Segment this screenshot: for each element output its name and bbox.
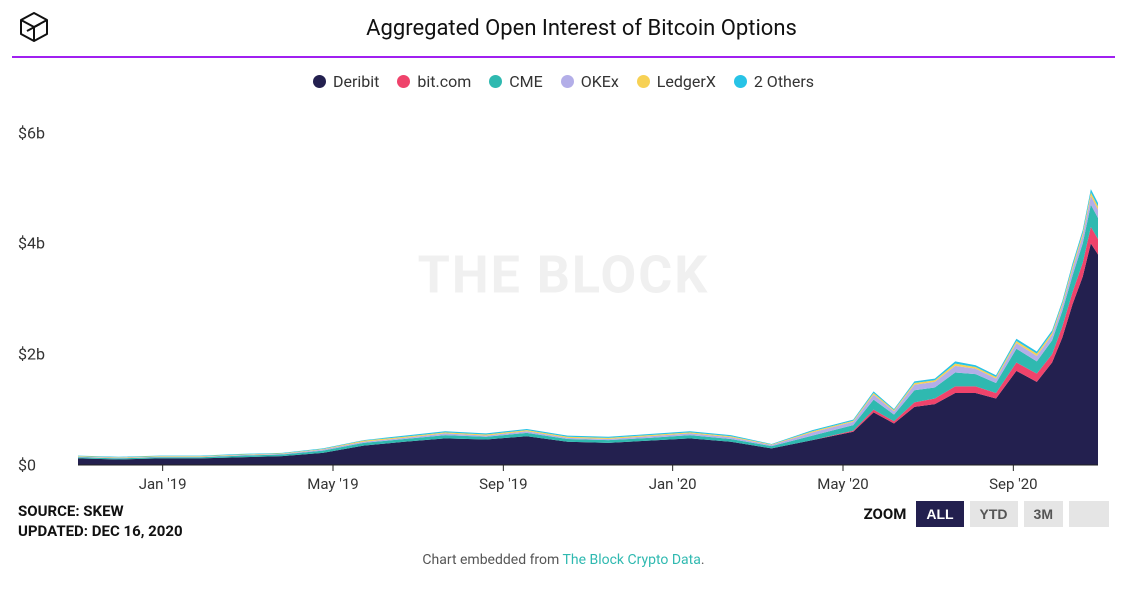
chart-legend: Deribit bit.com CME OKEx LedgerX 2 Others	[0, 58, 1127, 101]
legend-swatch	[734, 75, 747, 88]
y-axis-label: $6b	[18, 123, 45, 142]
source-label: SOURCE:	[18, 502, 80, 520]
zoom-controls: ZOOM ALL YTD3M	[864, 501, 1109, 527]
source-attribution: SOURCE: SKEW UPDATED: DEC 16, 2020	[18, 501, 183, 542]
zoom-button-all[interactable]: ALL	[916, 501, 963, 527]
legend-item[interactable]: LedgerX	[637, 72, 716, 91]
series-deribit	[78, 243, 1098, 465]
legend-swatch	[561, 75, 574, 88]
legend-swatch	[397, 75, 410, 88]
chart-title: Aggregated Open Interest of Bitcoin Opti…	[54, 16, 1109, 41]
legend-label: OKEx	[581, 72, 619, 91]
y-axis-label: $0	[18, 456, 36, 475]
embed-suffix: .	[701, 552, 705, 568]
x-axis-label: Sep '20	[989, 475, 1038, 493]
legend-item[interactable]: CME	[489, 72, 542, 91]
y-axis-label: $4b	[18, 234, 45, 253]
legend-label: Deribit	[333, 72, 379, 91]
x-axis-label: Jan '20	[649, 475, 697, 493]
embed-prefix: Chart embedded from	[422, 552, 562, 568]
logo-icon	[14, 8, 54, 48]
embed-attribution: Chart embedded from The Block Crypto Dat…	[0, 542, 1127, 568]
y-axis-label: $2b	[18, 345, 45, 364]
legend-label: CME	[509, 72, 542, 91]
legend-swatch	[489, 75, 502, 88]
x-axis-label: May '20	[817, 475, 868, 493]
zoom-button-3m[interactable]: 3M	[1024, 501, 1063, 527]
legend-label: bit.com	[417, 72, 471, 91]
zoom-button-blank[interactable]	[1069, 501, 1109, 527]
source-value: SKEW	[83, 502, 123, 520]
updated-value: DEC 16, 2020	[92, 522, 183, 540]
stacked-area-chart[interactable]	[18, 101, 1108, 471]
x-axis-label: Sep '19	[479, 475, 528, 493]
zoom-button-ytd[interactable]: YTD	[970, 501, 1018, 527]
legend-label: LedgerX	[657, 72, 716, 91]
x-axis-label: Jan '19	[139, 475, 187, 493]
legend-label: 2 Others	[754, 72, 814, 91]
x-axis-label: May '19	[307, 475, 358, 493]
embed-link[interactable]: The Block Crypto Data	[563, 552, 701, 568]
zoom-label: ZOOM	[864, 505, 907, 523]
legend-swatch	[313, 75, 326, 88]
updated-label: UPDATED:	[18, 522, 88, 540]
legend-item[interactable]: Deribit	[313, 72, 379, 91]
legend-item[interactable]: 2 Others	[734, 72, 814, 91]
legend-item[interactable]: bit.com	[397, 72, 471, 91]
legend-item[interactable]: OKEx	[561, 72, 619, 91]
legend-swatch	[637, 75, 650, 88]
chart-area: THE BLOCK Jan '19May '19Sep '19Jan '20Ma…	[18, 101, 1109, 497]
